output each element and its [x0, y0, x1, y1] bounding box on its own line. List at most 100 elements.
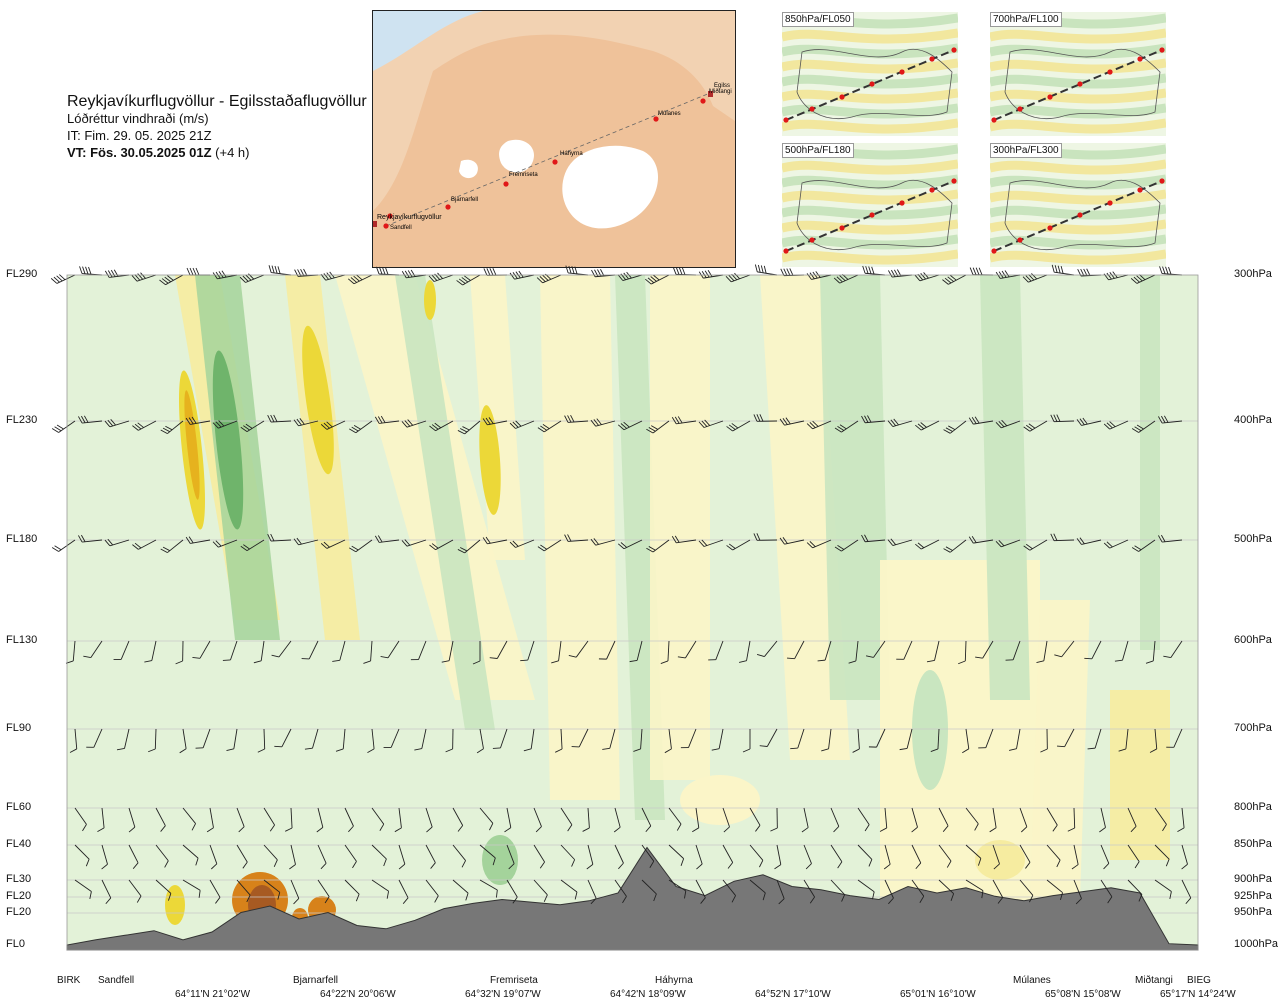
wind-barb: [128, 807, 136, 833]
wind-barb-flag: [883, 863, 891, 870]
wind-barb-staff: [938, 807, 949, 827]
wind-barb-flag: [110, 418, 116, 426]
wind-barb-flag: [242, 861, 248, 869]
mini-map-point: [1107, 200, 1113, 206]
wind-barb-staff: [757, 271, 778, 276]
wind-barb-flag: [304, 747, 313, 750]
wind-barb-staff: [911, 807, 918, 828]
wind-barb-staff: [1138, 420, 1156, 433]
wind-barb: [1046, 879, 1063, 901]
wind-barb-staff: [949, 420, 967, 434]
wind-barb: [476, 728, 484, 754]
wind-barb: [537, 420, 562, 433]
flight-level-label: FL90: [6, 722, 32, 734]
mini-map-point: [1047, 94, 1053, 100]
wind-barb-staff: [435, 420, 454, 432]
wind-barb-flag: [774, 864, 782, 870]
wind-barb-flag: [485, 417, 491, 425]
wind-barb-flag: [351, 545, 359, 551]
wind-barb-flag: [1056, 745, 1065, 748]
wind-barb: [293, 418, 319, 427]
wind-barb: [195, 728, 211, 749]
wind-barb: [383, 728, 400, 748]
mini-map-band: [990, 73, 1166, 89]
wind-barb-flag: [865, 266, 869, 274]
wind-barb: [79, 266, 103, 276]
wind-barb: [1158, 415, 1183, 424]
wind-barb-staff: [668, 728, 672, 749]
wind-barb-staff: [74, 807, 87, 825]
wind-barb-flag: [270, 414, 275, 423]
wind-barb-flag: [700, 897, 706, 904]
wind-barb-flag: [739, 660, 747, 663]
wind-barb-flag: [1136, 424, 1144, 430]
wind-barb-flag: [944, 277, 952, 284]
wind-barb-flag: [512, 421, 519, 428]
wind-barb-staff: [641, 879, 657, 895]
wind-barb: [401, 419, 427, 428]
wind-barb-staff: [1181, 879, 1192, 899]
wind-barb: [533, 879, 548, 902]
wind-barb-staff: [217, 274, 238, 280]
wind-barb-staff: [830, 807, 840, 827]
wind-barb-flag: [757, 264, 761, 273]
wind-barb: [374, 535, 400, 543]
wind-barb-flag: [942, 825, 949, 832]
wind-barb: [834, 420, 859, 433]
wind-barb: [104, 418, 130, 428]
wind-barb-flag: [997, 897, 1004, 904]
wind-barb: [749, 807, 761, 832]
wind-barb-staff: [595, 539, 616, 546]
wind-barb-staff: [1028, 274, 1048, 283]
wind-barb: [968, 416, 994, 425]
wind-barb: [274, 728, 292, 748]
wind-barb-flag: [806, 273, 812, 280]
pressure-label: 300hPa: [1234, 268, 1272, 280]
wind-barb-staff: [101, 807, 105, 828]
wind-barb-staff: [218, 539, 238, 548]
mini-map-band: [782, 118, 958, 134]
wind-barb-staff: [72, 640, 76, 661]
wind-barb: [104, 269, 130, 278]
wind-barb-flag: [1165, 858, 1170, 867]
wind-barb-flag: [1029, 895, 1034, 903]
wind-barb: [968, 535, 994, 544]
wind-patch: [424, 280, 436, 320]
wind-barb-staff: [109, 539, 130, 547]
wind-barb-staff: [650, 274, 670, 285]
wind-barb-staff: [155, 844, 169, 862]
wind-barb-flag: [812, 420, 819, 427]
mini-map-point: [991, 117, 997, 123]
wind-barb-flag: [226, 748, 234, 752]
wind-barb: [320, 271, 346, 281]
wind-barb-flag: [518, 270, 524, 278]
wind-barb-flag: [188, 417, 194, 425]
wind-barb: [504, 807, 512, 833]
wind-barb-staff: [575, 640, 589, 658]
wind-barb-flag: [568, 655, 577, 658]
wind-barb-flag: [650, 425, 659, 430]
wind-barb-flag: [1025, 543, 1033, 550]
wind-barb-flag: [374, 416, 380, 424]
wind-barb-staff: [371, 844, 387, 860]
wind-barb-flag: [185, 417, 191, 425]
wind-barb-flag: [948, 425, 956, 431]
wind-barb-staff: [344, 844, 357, 862]
wind-barb-staff: [965, 879, 984, 891]
wind-barb-flag: [273, 859, 278, 867]
wind-barb-flag: [864, 824, 870, 832]
wind-barb-flag: [754, 264, 758, 272]
wind-barb-staff: [1127, 879, 1143, 895]
wind-barb-flag: [82, 266, 86, 274]
wind-barb: [564, 534, 589, 542]
wind-barb-flag: [947, 276, 954, 282]
route-point-label: Múlanes: [1013, 975, 1051, 986]
wind-barb-staff: [464, 539, 481, 554]
wind-barb-flag: [613, 826, 621, 833]
wind-barb: [226, 728, 238, 752]
wind-barb-flag: [104, 270, 110, 278]
wind-barb-flag: [650, 276, 657, 282]
route-point: [700, 98, 706, 104]
mini-map-point: [991, 248, 997, 254]
wind-barb-flag: [701, 539, 708, 546]
